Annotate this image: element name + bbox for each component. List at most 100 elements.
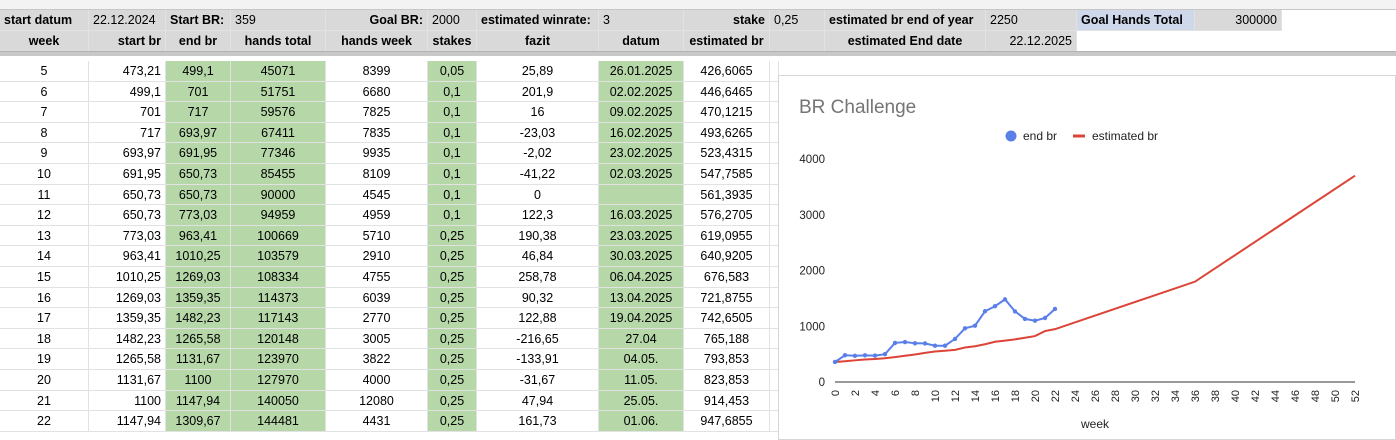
- col-header-end-br[interactable]: end br: [166, 31, 231, 52]
- cell-end-br[interactable]: 1010,25: [166, 246, 231, 267]
- cell-stakes[interactable]: 0,25: [428, 328, 477, 350]
- start-datum-value[interactable]: 22.12.2024: [89, 10, 166, 31]
- cell-stakes[interactable]: 0,1: [428, 81, 477, 103]
- cell-datum[interactable]: 06.04.2025: [599, 267, 684, 288]
- goal-hands-label[interactable]: Goal Hands Total: [1077, 10, 1195, 31]
- cell-estimated-br[interactable]: 561,3935: [684, 184, 770, 206]
- cell-week[interactable]: 7: [0, 102, 89, 123]
- goal-br-value[interactable]: 2000: [428, 10, 477, 31]
- cell-hands-total[interactable]: 67411: [231, 122, 326, 144]
- cell-hands-week[interactable]: 6680: [326, 81, 428, 103]
- cell-datum[interactable]: 19.04.2025: [599, 308, 684, 329]
- cell-end-br[interactable]: 963,41: [166, 225, 231, 247]
- cell-hands-week[interactable]: 12080: [326, 390, 428, 412]
- cell-datum[interactable]: 27.04: [599, 328, 684, 350]
- cell-datum[interactable]: 16.03.2025: [599, 205, 684, 226]
- cell-datum[interactable]: 13.04.2025: [599, 287, 684, 309]
- data-point-end-br[interactable]: [892, 340, 898, 346]
- cell-datum[interactable]: 25.05.: [599, 390, 684, 412]
- cell-week[interactable]: 12: [0, 205, 89, 226]
- cell-estimated-br[interactable]: 547,7585: [684, 164, 770, 185]
- cell-fazit[interactable]: -31,67: [477, 370, 599, 391]
- cell-end-br[interactable]: 701: [166, 81, 231, 103]
- data-point-end-br[interactable]: [942, 343, 948, 348]
- cell-end-br[interactable]: 691,95: [166, 143, 231, 164]
- data-point-end-br[interactable]: [1042, 315, 1048, 321]
- data-point-end-br[interactable]: [1032, 318, 1038, 323]
- cell-fazit[interactable]: 201,9: [477, 81, 599, 103]
- cell-end-br[interactable]: 1265,58: [166, 328, 231, 350]
- cell-hands-week[interactable]: 4959: [326, 205, 428, 226]
- cell-estimated-br[interactable]: 823,853: [684, 370, 770, 391]
- cell-stakes[interactable]: 0,1: [428, 102, 477, 123]
- cell-start-br[interactable]: 773,03: [89, 225, 166, 247]
- stake-value[interactable]: 0,25: [770, 10, 825, 31]
- cell-stakes[interactable]: 0,25: [428, 267, 477, 288]
- cell-datum[interactable]: 16.02.2025: [599, 122, 684, 144]
- cell-hands-total[interactable]: 127970: [231, 370, 326, 391]
- cell-end-br[interactable]: 717: [166, 102, 231, 123]
- data-point-end-br[interactable]: [902, 339, 908, 345]
- cell-fazit[interactable]: -2,02: [477, 143, 599, 164]
- cell-hands-week[interactable]: 3005: [326, 328, 428, 350]
- cell-hands-total[interactable]: 59576: [231, 102, 326, 123]
- cell-estimated-br[interactable]: 793,853: [684, 349, 770, 370]
- cell-estimated-br[interactable]: 446,6465: [684, 81, 770, 103]
- cell-stakes[interactable]: 0,25: [428, 246, 477, 267]
- cell-stakes[interactable]: 0,25: [428, 349, 477, 370]
- cell-estimated-br[interactable]: 676,583: [684, 267, 770, 288]
- cell-stakes[interactable]: 0,1: [428, 205, 477, 226]
- data-point-end-br[interactable]: [1052, 306, 1058, 312]
- stake-label[interactable]: stake: [684, 10, 770, 31]
- cell-week[interactable]: 8: [0, 122, 89, 144]
- cell-start-br[interactable]: 1359,35: [89, 308, 166, 329]
- start-br-value[interactable]: 359: [231, 10, 326, 31]
- cell-fazit[interactable]: 122,88: [477, 308, 599, 329]
- cell-start-br[interactable]: 1147,94: [89, 411, 166, 432]
- cell-fazit[interactable]: 47,94: [477, 390, 599, 412]
- cell-week[interactable]: 5: [0, 61, 89, 82]
- cell-start-br[interactable]: 693,97: [89, 143, 166, 164]
- cell-hands-total[interactable]: 120148: [231, 328, 326, 350]
- cell-fazit[interactable]: -133,91: [477, 349, 599, 370]
- cell-hands-week[interactable]: 3822: [326, 349, 428, 370]
- data-point-end-br[interactable]: [962, 326, 968, 331]
- cell-estimated-br[interactable]: 765,188: [684, 328, 770, 350]
- data-point-end-br[interactable]: [912, 341, 918, 346]
- cell-start-br[interactable]: 963,41: [89, 246, 166, 267]
- col-header-hands-total[interactable]: hands total: [231, 31, 326, 52]
- cell-end-br[interactable]: 650,73: [166, 184, 231, 206]
- br-challenge-chart[interactable]: BR Challenge end br estimated br 0 1000 2000 3…: [778, 75, 1396, 440]
- cell-start-br[interactable]: 1010,25: [89, 267, 166, 288]
- cell-stakes[interactable]: 0,1: [428, 164, 477, 185]
- cell-hands-week[interactable]: 4545: [326, 184, 428, 206]
- cell-start-br[interactable]: 473,21: [89, 61, 166, 82]
- col-header-week[interactable]: week: [0, 31, 89, 52]
- col-header-datum[interactable]: datum: [599, 31, 684, 52]
- data-point-end-br[interactable]: [1012, 309, 1018, 314]
- cell-stakes[interactable]: 0,25: [428, 225, 477, 247]
- data-point-end-br[interactable]: [972, 323, 978, 328]
- data-point-end-br[interactable]: [872, 353, 878, 358]
- cell-datum[interactable]: [599, 184, 684, 206]
- cell-start-br[interactable]: 1265,58: [89, 349, 166, 370]
- cell-week[interactable]: 9: [0, 143, 89, 164]
- cell-start-br[interactable]: 499,1: [89, 81, 166, 103]
- col-header-fazit[interactable]: fazit: [477, 31, 599, 52]
- cell-end-br[interactable]: 1482,23: [166, 308, 231, 329]
- cell-end-br[interactable]: 1147,94: [166, 390, 231, 412]
- data-point-end-br[interactable]: [862, 353, 868, 358]
- cell-fazit[interactable]: -216,65: [477, 328, 599, 350]
- cell-estimated-br[interactable]: 640,9205: [684, 246, 770, 267]
- goal-br-label[interactable]: Goal BR:: [326, 10, 428, 31]
- frozen-rows-divider[interactable]: [0, 51, 1396, 56]
- cell-end-br[interactable]: 1359,35: [166, 287, 231, 309]
- empty-cell[interactable]: [770, 61, 779, 82]
- cell-end-br[interactable]: 1269,03: [166, 267, 231, 288]
- cell-week[interactable]: 22: [0, 411, 89, 432]
- cell-week[interactable]: 10: [0, 164, 89, 185]
- cell-hands-week[interactable]: 4431: [326, 411, 428, 432]
- start-br-label[interactable]: Start BR:: [166, 10, 231, 31]
- cell-end-br[interactable]: 1100: [166, 370, 231, 391]
- data-point-end-br[interactable]: [1022, 316, 1028, 322]
